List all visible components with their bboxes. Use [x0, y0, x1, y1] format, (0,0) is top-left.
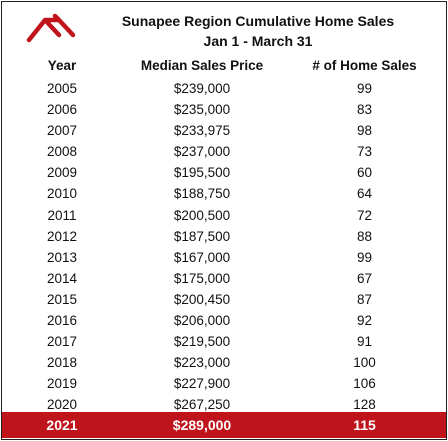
- sales-cell: 128: [353, 397, 376, 413]
- sales-cell: 60: [356, 165, 373, 181]
- price-cell: $175,000: [173, 270, 231, 286]
- table-row: 2008 $237,000 73: [2, 141, 446, 162]
- year-cell: 2011: [47, 207, 77, 223]
- table-row: 2010 $188,750 64: [2, 183, 446, 204]
- sales-cell: 98: [356, 123, 373, 139]
- price-cell: $188,750: [173, 186, 231, 202]
- sales-cell: 92: [356, 313, 373, 329]
- highlight-price: $289,000: [172, 417, 232, 433]
- price-cell: $206,000: [173, 313, 231, 329]
- price-cell: $267,250: [173, 397, 231, 413]
- table-row: 2014 $175,000 67: [2, 268, 446, 289]
- table-row: 2018 $223,000 100: [2, 352, 446, 373]
- table-row: 2012 $187,500 88: [2, 226, 446, 247]
- price-cell: $219,500: [173, 334, 231, 350]
- title-line-2: Jan 1 - March 31: [203, 33, 313, 49]
- year-column-header: Year: [47, 58, 77, 73]
- price-cell: $200,450: [173, 291, 231, 307]
- table-title: Sunapee Region Cumulative Home Sales Jan…: [98, 11, 418, 51]
- table-row: 2019 $227,900 106: [2, 373, 446, 394]
- roof-logo-icon: [26, 13, 76, 43]
- year-cell: 2015: [46, 291, 78, 307]
- year-cell: 2012: [46, 228, 78, 244]
- table-body: 2005 $239,000 99 2006 $235,000 83 2007 $233,975…: [2, 78, 446, 416]
- highlight-sales: 115: [353, 417, 376, 433]
- price-cell: $239,000: [173, 81, 231, 96]
- highlight-year: 2021: [46, 417, 78, 433]
- year-cell: 2020: [46, 397, 78, 413]
- highlight-row-2021: 2021 $289,000 115: [2, 412, 446, 438]
- sales-cell: 99: [356, 81, 373, 96]
- sales-cell: 99: [356, 249, 373, 265]
- sales-cell: 72: [356, 207, 373, 223]
- sales-column-header: # of Home Sales: [312, 58, 417, 73]
- year-cell: 2016: [46, 313, 78, 329]
- price-cell: $195,500: [173, 165, 231, 181]
- column-header-row: Year Median Sales Price # of Home Sales: [2, 56, 446, 76]
- table-row: 2007 $233,975 98: [2, 120, 446, 141]
- price-cell: $167,000: [173, 249, 231, 265]
- year-cell: 2008: [46, 144, 78, 160]
- title-line-1: Sunapee Region Cumulative Home Sales: [121, 13, 395, 29]
- sales-cell: 106: [353, 376, 376, 392]
- year-cell: 2005: [46, 81, 78, 96]
- sales-cell: 87: [356, 291, 373, 307]
- year-cell: 2010: [46, 186, 78, 202]
- sales-cell: 91: [356, 334, 373, 350]
- year-cell: 2006: [46, 102, 78, 118]
- price-cell: $235,000: [173, 102, 231, 118]
- year-cell: 2007: [46, 123, 78, 139]
- year-cell: 2014: [46, 270, 78, 286]
- year-cell: 2018: [46, 355, 78, 371]
- year-cell: 2013: [46, 249, 78, 265]
- year-cell: 2009: [46, 165, 78, 181]
- table-row: 2011 $200,500 72: [2, 205, 446, 226]
- table-row: 2016 $206,000 92: [2, 310, 446, 331]
- price-cell: $200,500: [173, 207, 231, 223]
- price-cell: $237,000: [173, 144, 231, 160]
- table-row: 2020 $267,250 128: [2, 394, 446, 415]
- table-row: 2013 $167,000 99: [2, 247, 446, 268]
- sales-cell: 64: [356, 186, 373, 202]
- price-cell: $187,500: [173, 228, 231, 244]
- price-cell: $223,000: [173, 355, 231, 371]
- price-column-header: Median Sales Price: [140, 58, 264, 73]
- year-cell: 2017: [46, 334, 78, 350]
- table-row: 2009 $195,500 60: [2, 162, 446, 183]
- table-row: 2006 $235,000 83: [2, 99, 446, 120]
- sales-cell: 88: [356, 228, 373, 244]
- sales-cell: 100: [353, 355, 376, 371]
- sales-cell: 73: [356, 144, 373, 160]
- price-cell: $233,975: [173, 123, 231, 139]
- table-row: 2017 $219,500 91: [2, 331, 446, 352]
- table-row: 2005 $239,000 99: [2, 78, 446, 99]
- table-row: 2015 $200,450 87: [2, 289, 446, 310]
- sales-cell: 67: [356, 270, 373, 286]
- year-cell: 2019: [46, 376, 78, 392]
- sales-cell: 83: [356, 102, 373, 118]
- price-cell: $227,900: [173, 376, 231, 392]
